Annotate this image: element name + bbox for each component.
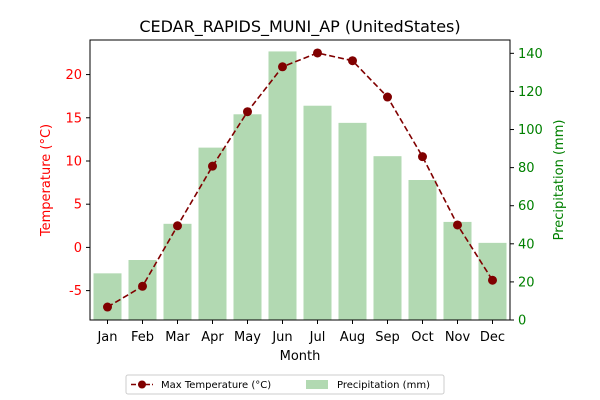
left-tick-label: 0 xyxy=(74,241,82,256)
precip-bar-nov xyxy=(443,221,472,320)
temp-point-dec xyxy=(488,275,497,285)
temp-point-sep xyxy=(383,92,392,102)
x-tick-label: Jan xyxy=(96,330,117,345)
temp-point-feb xyxy=(138,281,147,291)
axes: Jan Feb Mar Apr May Jun Jul Aug Sep Oct Nov Dec -5 0 5… xyxy=(65,39,543,345)
x-tick-label: Mar xyxy=(165,330,190,345)
right-tick-label: 0 xyxy=(518,314,526,329)
temp-point-oct xyxy=(418,152,427,162)
precip-bar-oct xyxy=(408,180,437,320)
temp-point-apr xyxy=(208,161,217,171)
x-tick-label: Nov xyxy=(445,330,471,345)
x-axis-label: Month xyxy=(280,349,321,364)
x-tick-label: May xyxy=(234,330,261,345)
x-tick-label: Sep xyxy=(375,330,400,345)
legend-label-precipitation: Precipitation (mm) xyxy=(337,380,430,391)
temp-point-may xyxy=(243,107,252,117)
temperature-line xyxy=(107,52,494,308)
precip-bar-may xyxy=(233,114,262,321)
x-tick-label: Apr xyxy=(201,330,224,345)
right-tick-label: 20 xyxy=(518,275,535,290)
temp-point-jan xyxy=(103,302,112,312)
legend-bar-swatch xyxy=(306,380,328,389)
temp-point-nov xyxy=(453,220,462,230)
left-axis-label: Temperature (°C) xyxy=(39,124,54,237)
x-tick-label: Aug xyxy=(340,330,365,345)
right-tick-label: 60 xyxy=(518,199,535,214)
precip-bar-aug xyxy=(338,122,367,320)
legend: Max Temperature (°C) Precipitation (mm) xyxy=(125,374,445,395)
precip-bar-jan xyxy=(93,273,122,320)
temp-point-aug xyxy=(348,56,357,66)
left-tick-label: 5 xyxy=(74,198,82,213)
chart-title: CEDAR_RAPIDS_MUNI_AP (UnitedStates) xyxy=(139,17,460,37)
temp-point-mar xyxy=(173,221,182,231)
temperature-line-group xyxy=(103,48,497,312)
precip-bar-jul xyxy=(303,105,332,320)
temp-point-jun xyxy=(278,62,287,72)
right-tick-label: 140 xyxy=(518,47,543,62)
precip-bar-apr xyxy=(198,147,227,320)
left-tick-label: -5 xyxy=(69,284,82,299)
legend-marker-swatch xyxy=(138,380,146,389)
x-tick-label: Dec xyxy=(480,330,505,345)
right-tick-label: 40 xyxy=(518,237,535,252)
x-tick-label: Jun xyxy=(271,330,292,345)
precipitation-bars xyxy=(93,51,507,321)
x-tick-label: Jul xyxy=(309,330,326,345)
right-tick-label: 120 xyxy=(518,85,543,100)
precip-bar-sep xyxy=(373,156,402,320)
right-tick-label: 80 xyxy=(518,161,535,176)
precip-bar-mar xyxy=(163,223,192,320)
legend-box xyxy=(125,374,445,395)
right-axis-label: Precipitation (mm) xyxy=(552,120,567,241)
x-tick-label: Oct xyxy=(411,330,433,345)
plot-frame xyxy=(89,39,511,321)
left-tick-label: 15 xyxy=(65,111,82,126)
x-tick-label: Feb xyxy=(131,330,154,345)
left-tick-label: 10 xyxy=(65,154,82,169)
precip-bar-jun xyxy=(268,51,297,321)
temp-point-jul xyxy=(313,48,322,58)
right-tick-label: 100 xyxy=(518,123,543,138)
legend-label-temperature: Max Temperature (°C) xyxy=(161,380,271,391)
left-tick-label: 20 xyxy=(65,68,82,83)
